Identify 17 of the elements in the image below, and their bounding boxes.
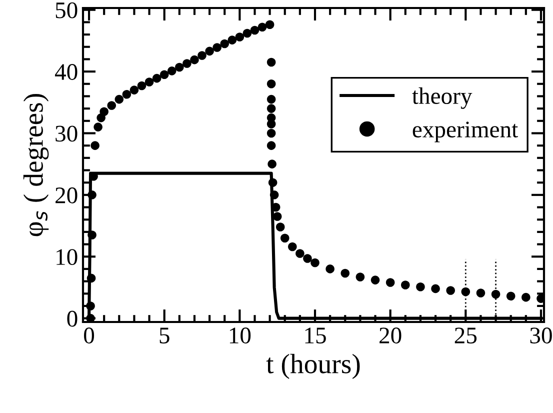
legend-label: experiment bbox=[412, 122, 518, 142]
y-tick-label: 50 bbox=[56, 2, 78, 18]
x-axis-title: t (hours) bbox=[266, 354, 360, 380]
y-tick-label: 10 bbox=[56, 249, 78, 266]
x-tick-label: 20 bbox=[380, 328, 402, 344]
y-tick-label: 0 bbox=[67, 310, 78, 327]
y-tick-label: 30 bbox=[56, 126, 78, 142]
y-axis-title: φ$_{s}$ ( degrees) bbox=[23, 94, 49, 236]
x-tick-label: 15 bbox=[305, 328, 326, 344]
x-tick-label: 5 bbox=[160, 328, 170, 344]
x-tick-label: 30 bbox=[530, 328, 552, 344]
x-tick-label: 25 bbox=[454, 328, 477, 344]
legend-label: theory bbox=[412, 87, 472, 109]
y-tick-label: 40 bbox=[54, 64, 78, 80]
y-tick-label: 20 bbox=[56, 187, 78, 204]
x-tick-label: 0 bbox=[84, 328, 94, 344]
x-tick-label: 10 bbox=[230, 328, 251, 344]
